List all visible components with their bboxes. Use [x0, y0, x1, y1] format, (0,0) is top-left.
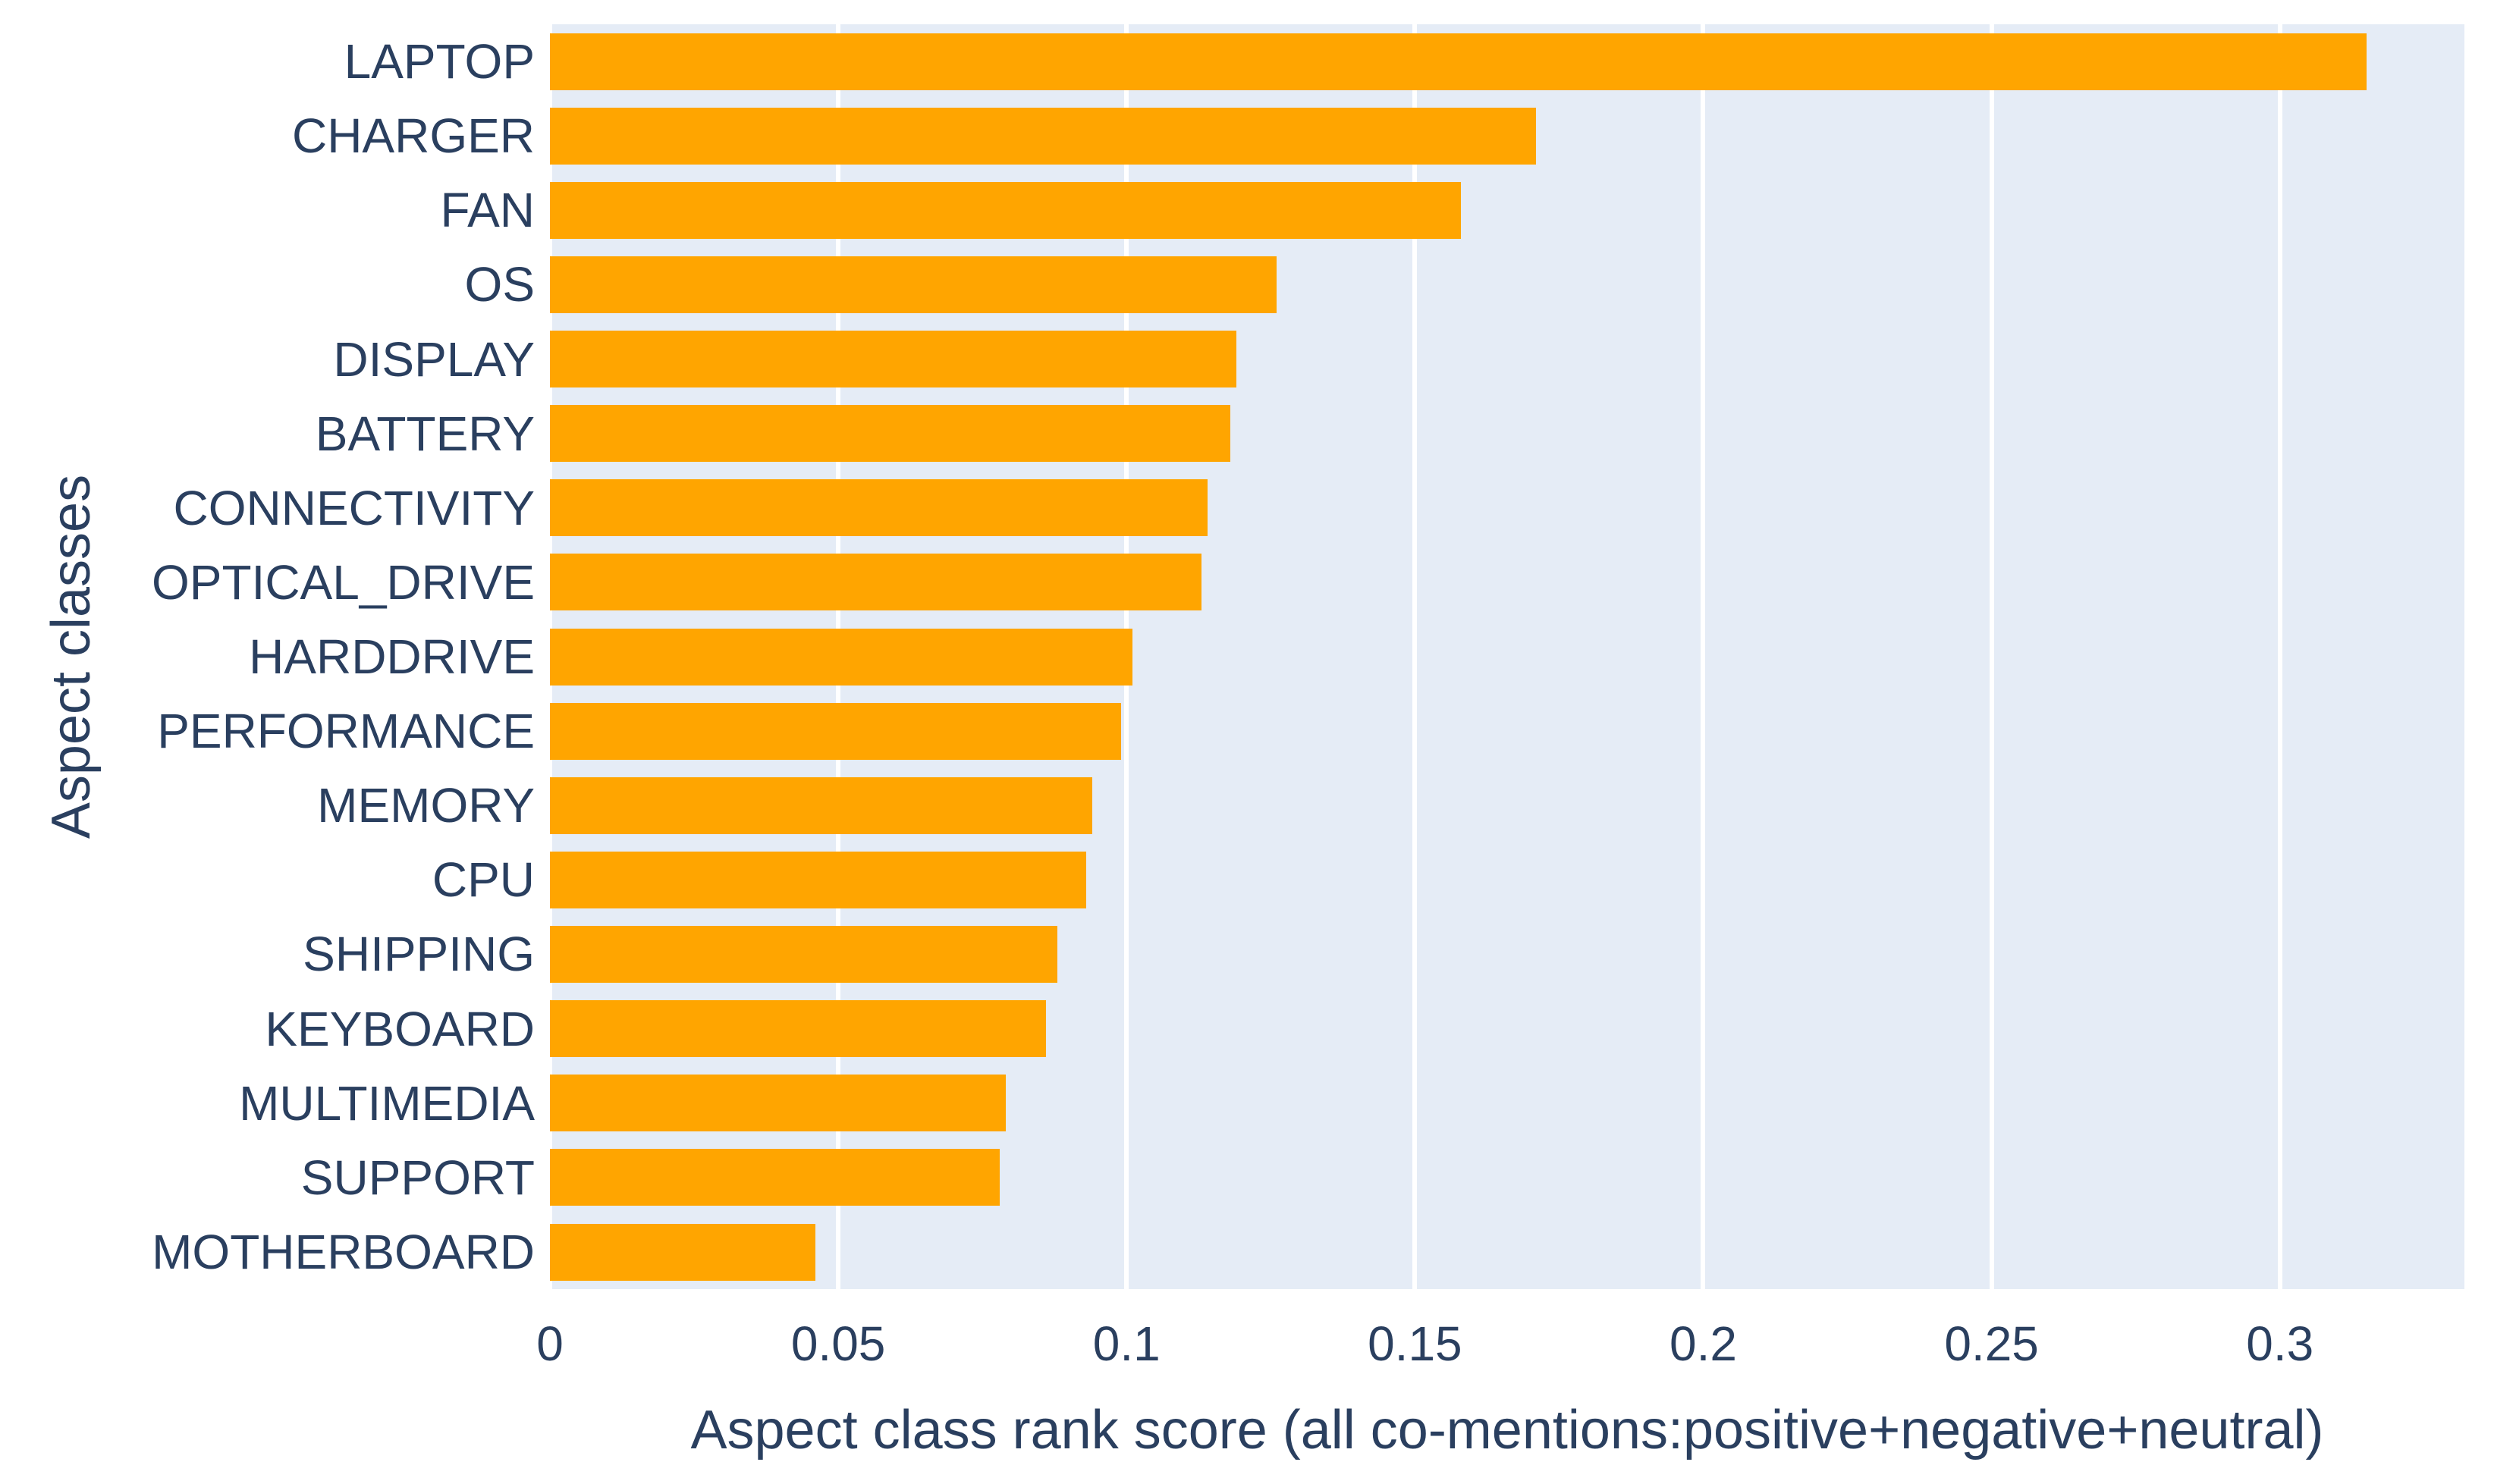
bar-optical_drive[interactable]	[550, 554, 1202, 611]
bar-row-fan	[550, 173, 2464, 247]
bar-row-multimedia	[550, 1066, 2464, 1140]
bar-row-laptop	[550, 24, 2464, 99]
gridline-0.3	[2277, 24, 2282, 1289]
bar-multimedia[interactable]	[550, 1075, 1006, 1132]
y-tick-label-shipping: SHIPPING	[303, 927, 535, 982]
gridline-0.15	[1412, 24, 1418, 1289]
bar-row-connectivity	[550, 471, 2464, 545]
bar-row-memory	[550, 768, 2464, 842]
x-axis-title: Aspect class rank score (all co-mentions…	[690, 1400, 2324, 1460]
bar-os[interactable]	[550, 256, 1277, 313]
bar-motherboard[interactable]	[550, 1223, 815, 1281]
x-tick-label-0.3: 0.3	[2246, 1316, 2314, 1371]
x-tick-label-0.1: 0.1	[1092, 1316, 1161, 1371]
x-tick-label-0: 0	[536, 1316, 564, 1371]
y-tick-label-display: DISPLAY	[333, 331, 535, 387]
bar-support[interactable]	[550, 1149, 1000, 1206]
plot-area	[548, 24, 2464, 1289]
bar-row-os	[550, 247, 2464, 322]
y-tick-label-harddrive: HARDDRIVE	[249, 629, 535, 684]
x-tick-label-0.2: 0.2	[1669, 1316, 1737, 1371]
bar-row-battery	[550, 397, 2464, 471]
bar-row-harddrive	[550, 620, 2464, 694]
bar-fan[interactable]	[550, 181, 1462, 239]
x-tick-label-0.05: 0.05	[790, 1316, 886, 1371]
gridline-0.25	[1989, 24, 1994, 1289]
y-tick-label-laptop: LAPTOP	[344, 34, 535, 89]
x-tick-label-0.15: 0.15	[1368, 1316, 1462, 1371]
y-tick-label-battery: BATTERY	[315, 406, 535, 461]
y-tick-label-optical_drive: OPTICAL_DRIVE	[151, 554, 535, 610]
y-tick-label-cpu: CPU	[432, 852, 535, 908]
y-tick-label-support: SUPPORT	[300, 1150, 535, 1205]
bar-row-display	[550, 322, 2464, 397]
bar-charger[interactable]	[550, 107, 1536, 165]
bar-row-charger	[550, 99, 2464, 173]
bar-row-cpu	[550, 842, 2464, 917]
y-tick-label-motherboard: MOTHERBOARD	[152, 1224, 535, 1279]
y-tick-label-charger: CHARGER	[291, 108, 535, 164]
y-tick-label-memory: MEMORY	[317, 778, 535, 833]
y-tick-label-multimedia: MULTIMEDIA	[239, 1075, 535, 1131]
bar-row-optical_drive	[550, 545, 2464, 620]
bars-layer	[550, 24, 2464, 1289]
y-tick-label-connectivity: CONNECTIVITY	[173, 480, 535, 535]
x-tick-label-0.25: 0.25	[1944, 1316, 2039, 1371]
bar-laptop[interactable]	[550, 33, 2367, 90]
y-tick-label-os: OS	[464, 257, 535, 312]
y-tick-label-keyboard: KEYBOARD	[265, 1001, 535, 1056]
bar-cpu[interactable]	[550, 851, 1087, 908]
bar-row-shipping	[550, 918, 2464, 992]
y-axis-title: Aspect classes	[41, 474, 102, 839]
bar-shipping[interactable]	[550, 926, 1057, 984]
bar-row-performance	[550, 694, 2464, 768]
y-tick-label-fan: FAN	[440, 183, 535, 238]
y-tick-label-performance: PERFORMANCE	[157, 704, 535, 759]
bar-row-support	[550, 1140, 2464, 1215]
bar-display[interactable]	[550, 331, 1236, 388]
bar-battery[interactable]	[550, 405, 1231, 463]
gridline-0.2	[1701, 24, 1706, 1289]
bar-keyboard[interactable]	[550, 1000, 1046, 1058]
bar-harddrive[interactable]	[550, 628, 1132, 686]
bar-row-keyboard	[550, 992, 2464, 1066]
bar-row-motherboard	[550, 1215, 2464, 1289]
bar-memory[interactable]	[550, 777, 1092, 834]
bar-connectivity[interactable]	[550, 479, 1208, 537]
bar-performance[interactable]	[550, 702, 1121, 760]
